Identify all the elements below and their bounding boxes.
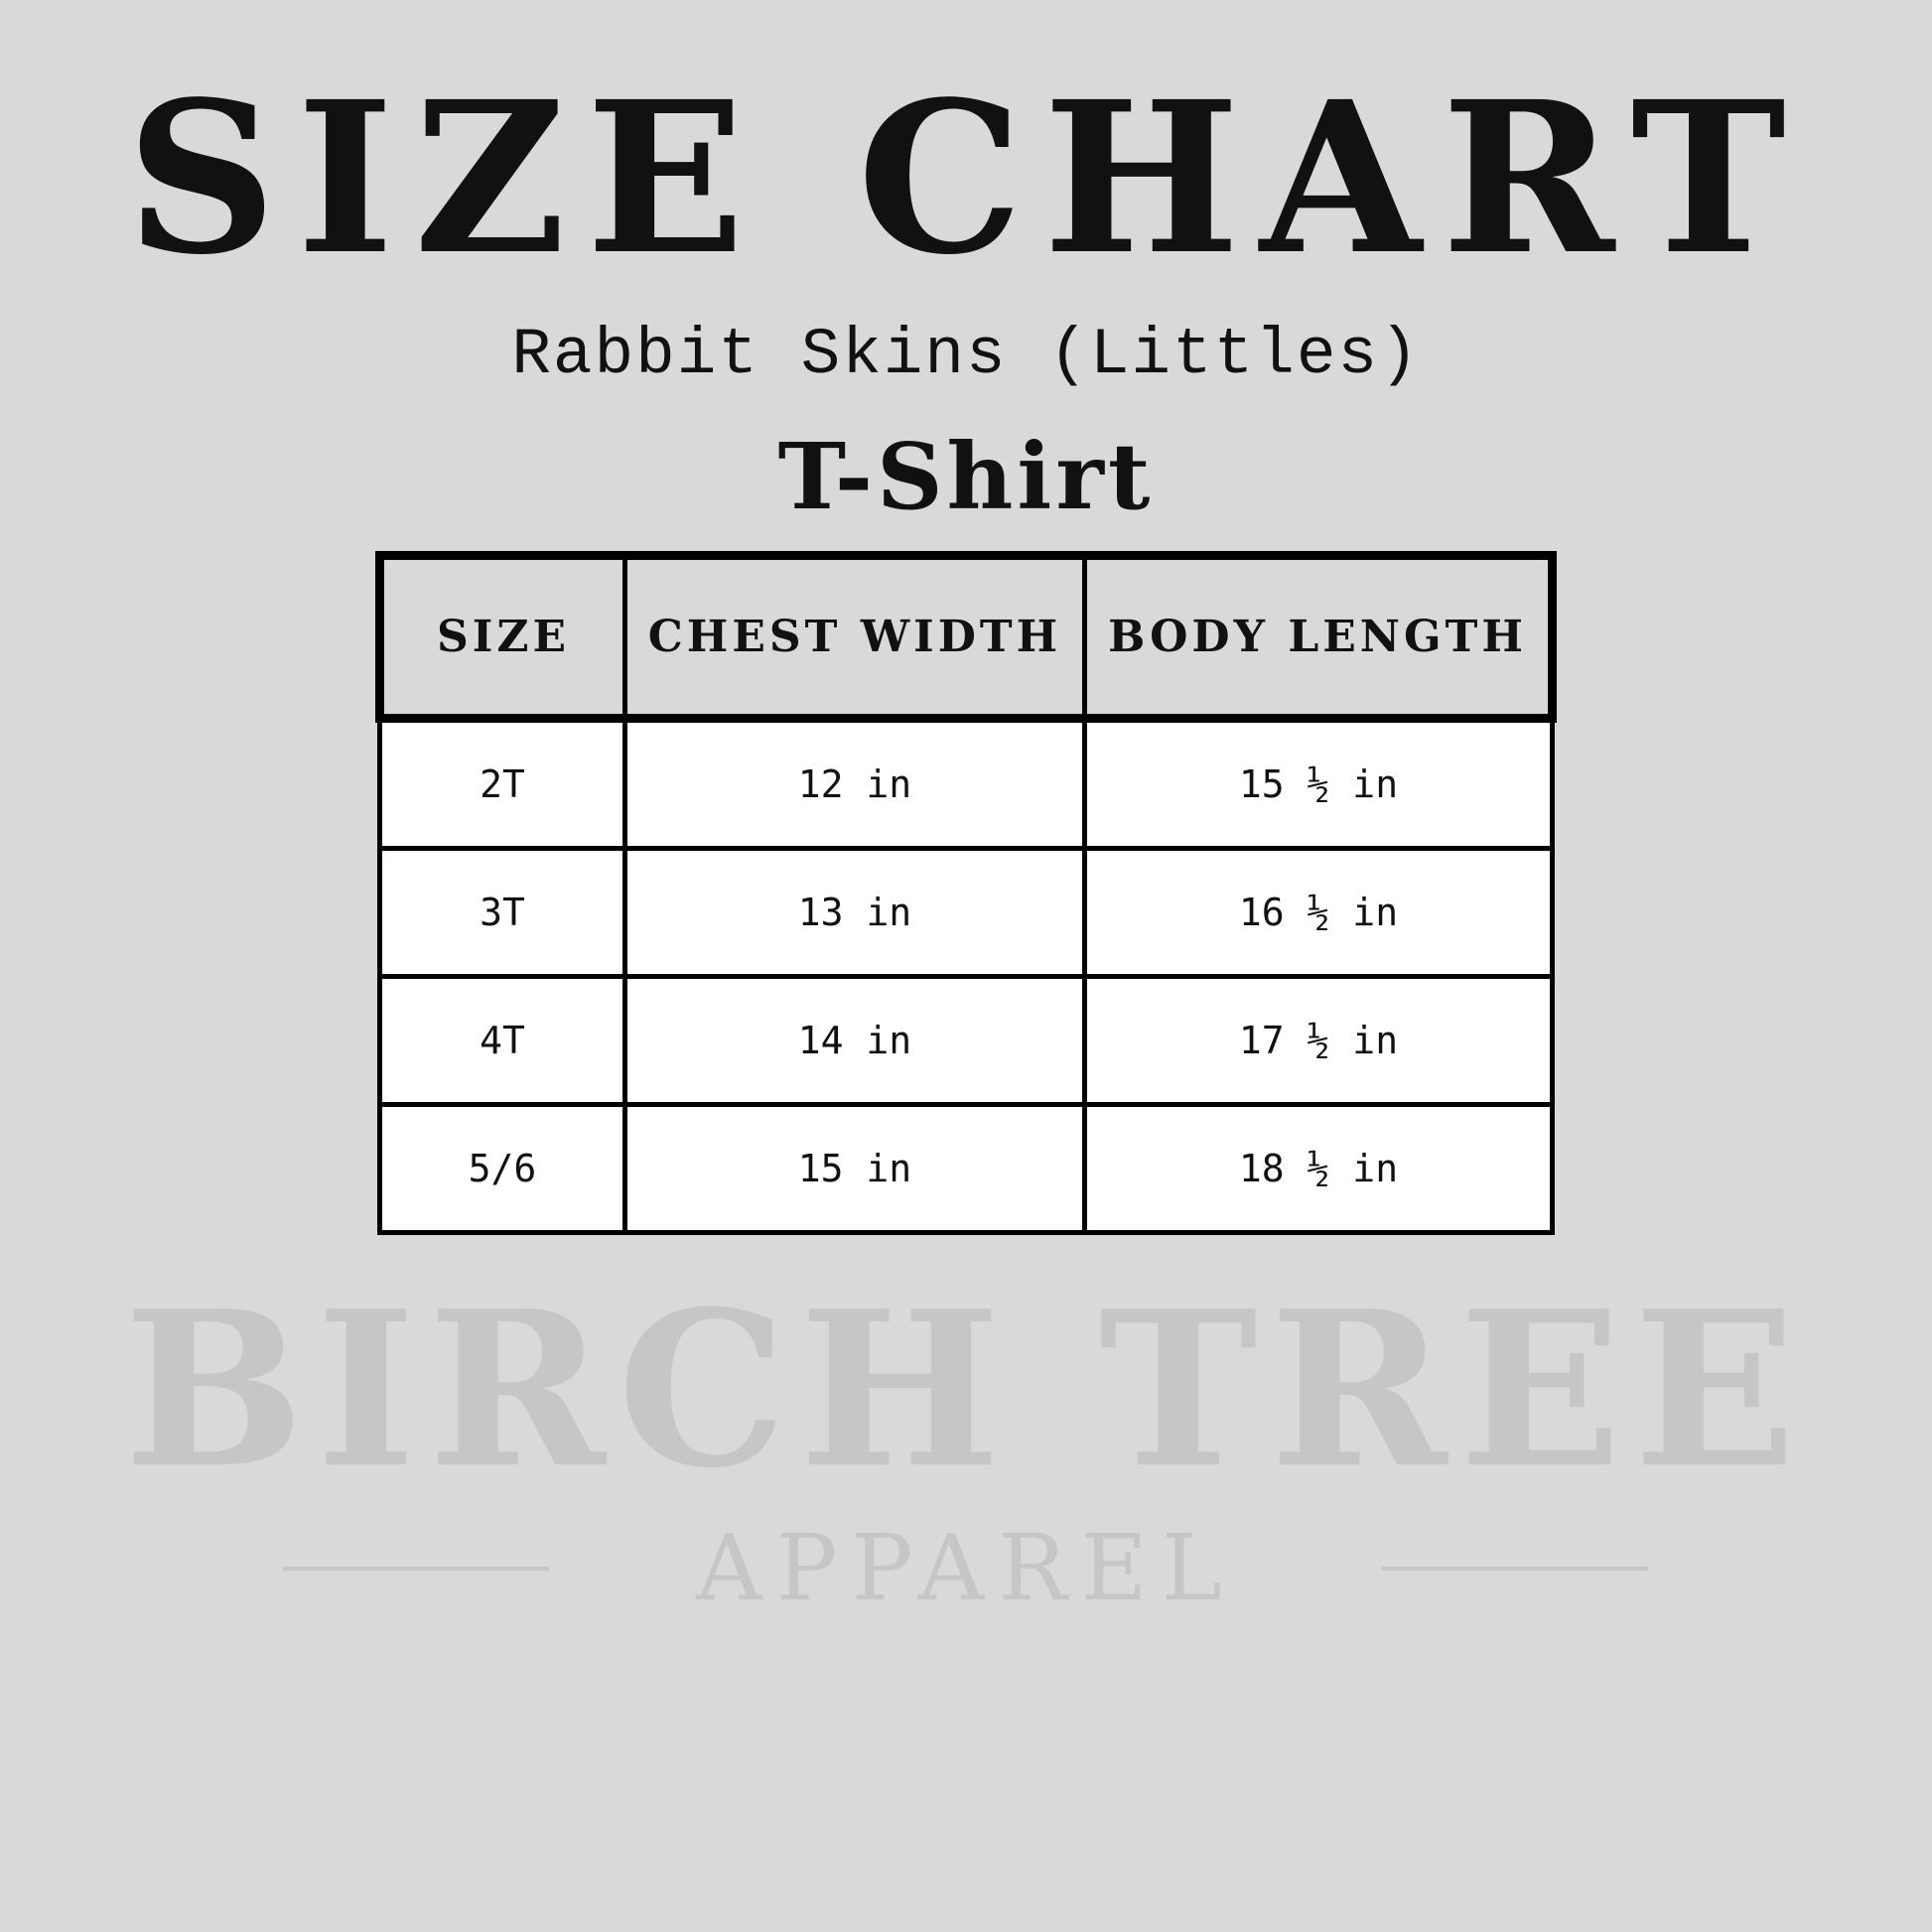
cell-length: 17 ½ in [1082, 974, 1555, 1107]
cell-length: 15 ½ in [1082, 716, 1555, 851]
table-row: 4T 14 in 17 ½ in [377, 974, 1555, 1107]
cell-chest: 13 in [622, 846, 1087, 979]
table-row: 2T 12 in 15 ½ in [377, 716, 1555, 851]
product-type: T-Shirt [777, 423, 1155, 530]
table-row: 5/6 15 in 18 ½ in [377, 1102, 1555, 1235]
header-size: SIZE [375, 551, 627, 723]
cell-size: 3T [377, 846, 627, 979]
watermark-tagline: APPAREL [696, 1515, 1236, 1621]
cell-chest: 15 in [622, 1102, 1087, 1235]
header-chest-width: CHEST WIDTH [622, 551, 1087, 723]
header-body-length: BODY LENGTH [1082, 551, 1557, 723]
cell-length: 18 ½ in [1082, 1102, 1555, 1235]
brand-subtitle: Rabbit Skins (Littles) [511, 318, 1421, 392]
cell-length: 16 ½ in [1082, 846, 1555, 979]
table-row: 3T 13 in 16 ½ in [377, 846, 1555, 979]
table-header-row: SIZE CHEST WIDTH BODY LENGTH [375, 551, 1557, 723]
cell-chest: 14 in [622, 974, 1087, 1107]
cell-size: 5/6 [377, 1102, 627, 1235]
cell-size: 2T [377, 716, 627, 851]
size-table: SIZE CHEST WIDTH BODY LENGTH 2T 12 in 15… [375, 551, 1557, 1235]
cell-size: 4T [377, 974, 627, 1107]
cell-chest: 12 in [622, 716, 1087, 851]
page-title: SIZE CHART [126, 56, 1806, 301]
watermark-brand: BIRCH TREE [123, 1264, 1809, 1515]
watermark-divider-left [283, 1567, 549, 1571]
watermark-divider-right [1382, 1567, 1648, 1571]
